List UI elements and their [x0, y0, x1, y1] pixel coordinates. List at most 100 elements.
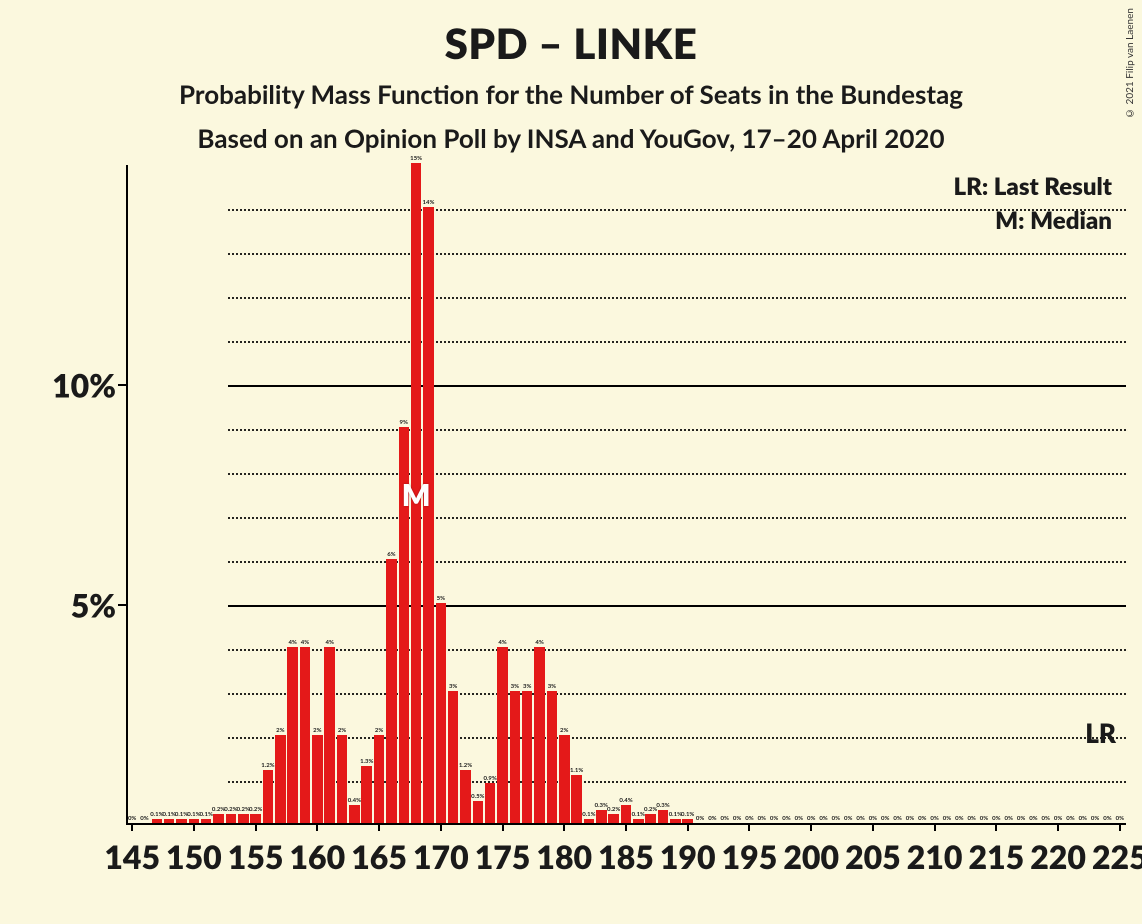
- bar-value-label: 3%: [548, 683, 556, 691]
- bar-value-label: 0%: [980, 815, 988, 823]
- y-tick-label: 5%: [71, 586, 116, 625]
- y-tick-mark: [118, 604, 126, 606]
- chart-page: SPD – LINKE Probability Mass Function fo…: [0, 0, 1142, 924]
- bar-value-label: 1.2%: [459, 762, 472, 770]
- bar: 0.2%: [226, 814, 236, 823]
- bar: 0.3%: [596, 810, 606, 823]
- bar-value-label: 0%: [819, 815, 827, 823]
- bar: 0.2%: [608, 814, 618, 823]
- x-tick-label: 180: [536, 837, 592, 876]
- bar: 2%: [275, 735, 285, 823]
- bar-value-label: 1.2%: [261, 762, 274, 770]
- bar-value-label: 0%: [1054, 815, 1062, 823]
- bar: 2%: [312, 735, 322, 823]
- bar-value-label: 0%: [770, 815, 778, 823]
- bar: 4%: [534, 647, 544, 823]
- x-tick-label: 200: [783, 837, 839, 876]
- bar: 4%: [287, 647, 297, 823]
- x-tick-mark: [563, 823, 565, 831]
- bar-value-label: 0.1%: [200, 811, 213, 819]
- bar-value-label: 6%: [387, 551, 395, 559]
- bar-value-label: 4%: [288, 639, 296, 647]
- x-tick-mark: [687, 823, 689, 831]
- bar-value-label: 0.4%: [619, 797, 632, 805]
- bar-value-label: 0%: [832, 815, 840, 823]
- x-tick-mark: [440, 823, 442, 831]
- x-tick-label: 190: [660, 837, 716, 876]
- bar-value-label: 0%: [745, 815, 753, 823]
- bar: 2%: [374, 735, 384, 823]
- bar: 15%: [411, 163, 421, 823]
- bar: 3%: [522, 691, 532, 823]
- bar: 1.1%: [571, 775, 581, 823]
- x-tick-label: 160: [290, 837, 346, 876]
- x-tick-mark: [810, 823, 812, 831]
- chart-subtitle-2: Based on an Opinion Poll by INSA and You…: [0, 122, 1142, 154]
- x-tick-mark: [131, 823, 133, 831]
- x-tick-label: 165: [351, 837, 407, 876]
- bar-value-label: 0%: [782, 815, 790, 823]
- x-tick-label: 220: [1030, 837, 1086, 876]
- bar-value-label: 0.1%: [150, 811, 163, 819]
- x-tick-mark: [1119, 823, 1121, 831]
- bar-value-label: 0.3%: [595, 802, 608, 810]
- y-tick-label: 10%: [52, 366, 116, 405]
- bar: 0.9%: [485, 783, 495, 823]
- bar: 0.1%: [670, 819, 680, 823]
- bar-value-label: 4%: [498, 639, 506, 647]
- bar-value-label: 0.5%: [471, 793, 484, 801]
- bar-value-label: 4%: [535, 639, 543, 647]
- x-tick-label: 210: [907, 837, 963, 876]
- bar-value-label: 0%: [807, 815, 815, 823]
- bar-value-label: 0%: [1116, 815, 1124, 823]
- bar-value-label: 0%: [1017, 815, 1025, 823]
- bar-value-label: 0%: [1103, 815, 1111, 823]
- bars-layer: 0%0%0.1%0.1%0.1%0.1%0.1%0.2%0.2%0.2%0.2%…: [126, 165, 1126, 825]
- copyright-label: © 2021 Filip van Laenen: [1124, 8, 1136, 119]
- bar-value-label: 0.1%: [632, 811, 645, 819]
- chart-area: 0%0%0.1%0.1%0.1%0.1%0.1%0.2%0.2%0.2%0.2%…: [26, 165, 1126, 885]
- bar: 4%: [324, 647, 334, 823]
- bar-value-label: 0.3%: [656, 802, 669, 810]
- x-tick-label: 225: [1092, 837, 1142, 876]
- bar-value-label: 0%: [955, 815, 963, 823]
- bar-value-label: 0.4%: [348, 797, 361, 805]
- bar-value-label: 1.1%: [570, 767, 583, 775]
- bar: 1.3%: [361, 766, 371, 823]
- x-tick-label: 185: [598, 837, 654, 876]
- bar-value-label: 0%: [733, 815, 741, 823]
- x-tick-mark: [378, 823, 380, 831]
- x-tick-mark: [316, 823, 318, 831]
- x-tick-mark: [255, 823, 257, 831]
- bar: 0.1%: [201, 819, 211, 823]
- bar: 0.4%: [621, 805, 631, 823]
- x-tick-label: 205: [845, 837, 901, 876]
- bar: 3%: [448, 691, 458, 823]
- bar: 2%: [337, 735, 347, 823]
- bar-value-label: 0%: [696, 815, 704, 823]
- bar: 0.2%: [250, 814, 260, 823]
- bar: 0.2%: [213, 814, 223, 823]
- bar-value-label: 0.9%: [484, 775, 497, 783]
- bar-value-label: 0%: [1029, 815, 1037, 823]
- bar: 0.1%: [633, 819, 643, 823]
- bar-value-label: 0.1%: [669, 811, 682, 819]
- bar-value-label: 0%: [906, 815, 914, 823]
- bar-value-label: 2%: [375, 727, 383, 735]
- chart-subtitle-1: Probability Mass Function for the Number…: [0, 78, 1142, 110]
- bar: 14%: [423, 207, 433, 823]
- bar: 0.1%: [176, 819, 186, 823]
- bar-value-label: 15%: [410, 155, 422, 163]
- bar-value-label: 0%: [140, 815, 148, 823]
- bar-value-label: 0.2%: [224, 806, 237, 814]
- chart-title: SPD – LINKE: [0, 18, 1142, 68]
- bar-value-label: 0.1%: [681, 811, 694, 819]
- bar-value-label: 1.3%: [360, 758, 373, 766]
- bar-value-label: 0.2%: [607, 806, 620, 814]
- bar-value-label: 0%: [1066, 815, 1074, 823]
- bar-value-label: 0.1%: [582, 811, 595, 819]
- x-tick-label: 170: [413, 837, 469, 876]
- bar: 0.1%: [152, 819, 162, 823]
- bar: 0.1%: [164, 819, 174, 823]
- bar: 0.3%: [658, 810, 668, 823]
